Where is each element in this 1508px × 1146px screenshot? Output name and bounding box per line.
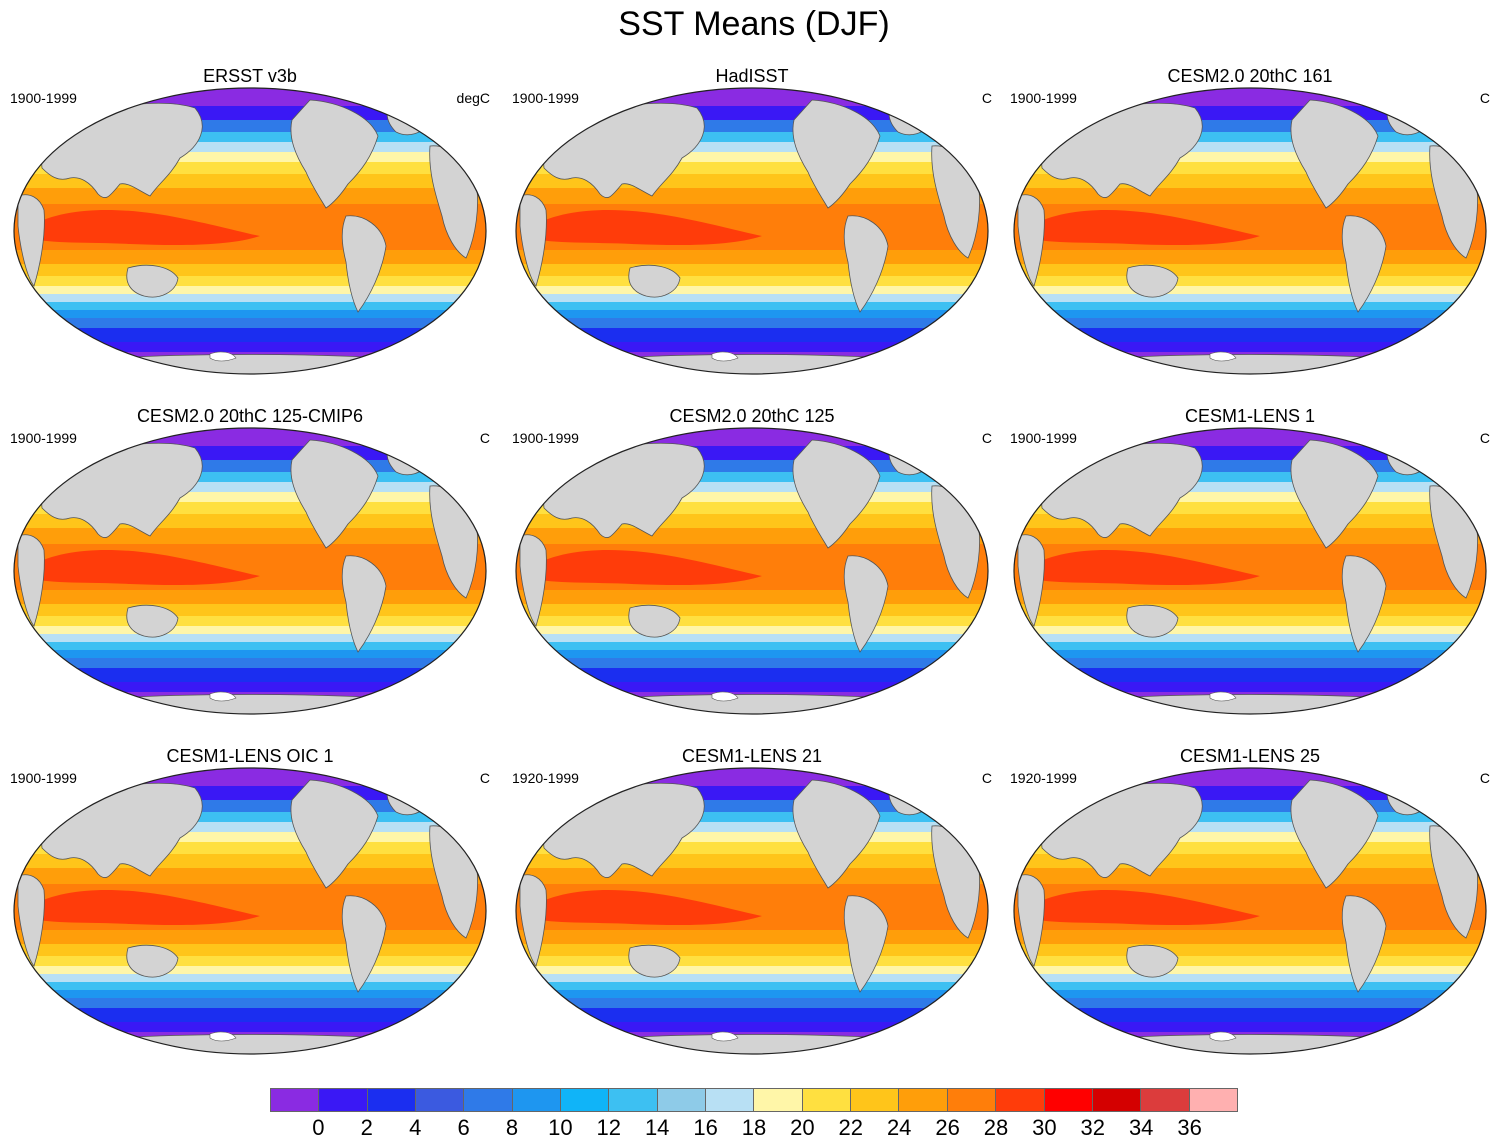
panel-title: CESM1-LENS 1 bbox=[1184, 406, 1316, 426]
colorbar-tick-label: 12 bbox=[596, 1115, 622, 1140]
panel-units: C bbox=[479, 430, 490, 446]
panel-period: 1900-1999 bbox=[10, 430, 77, 446]
panel-title: ERSST v3b bbox=[203, 66, 297, 86]
panel-period: 1900-1999 bbox=[512, 90, 579, 106]
colorbar-swatch bbox=[1044, 1088, 1093, 1112]
panel-units: C bbox=[1479, 770, 1490, 786]
colorbar-tick-label: 6 bbox=[457, 1115, 470, 1140]
colorbar-swatch bbox=[1092, 1088, 1142, 1112]
panel-units: C bbox=[479, 770, 490, 786]
panel-title: CESM1-LENS 21 bbox=[681, 746, 823, 766]
map-panel: CESM1-LENS 25 1920-1999 C bbox=[1010, 746, 1490, 1056]
panel-title: CESM2.0 20thC 125 bbox=[669, 406, 835, 426]
sst-map bbox=[1010, 86, 1490, 376]
colorbar-tick-label: 36 bbox=[1177, 1115, 1202, 1140]
panel-title: CESM1-LENS OIC 1 bbox=[166, 746, 334, 766]
colorbar-swatch bbox=[657, 1088, 707, 1112]
panel-units: degC bbox=[456, 90, 490, 106]
panel-period: 1920-1999 bbox=[1010, 770, 1077, 786]
colorbar-tick-label: 20 bbox=[790, 1115, 815, 1140]
colorbar-tick-label: 26 bbox=[935, 1115, 960, 1140]
colorbar-tick-label: 8 bbox=[505, 1115, 519, 1140]
map-panel: CESM2.0 20thC 125-CMIP6 1900-1999 C bbox=[10, 406, 490, 716]
sst-map bbox=[512, 86, 992, 376]
colorbar-swatch bbox=[464, 1088, 513, 1112]
colorbar-tick-label: 10 bbox=[548, 1115, 573, 1140]
colorbar-swatch bbox=[899, 1088, 948, 1112]
colorbar-tick-label: 18 bbox=[741, 1115, 767, 1140]
colorbar-swatch bbox=[706, 1088, 755, 1112]
map-panel: HadISST 1900-1999 C bbox=[512, 66, 992, 376]
map-panel: CESM1-LENS 1 1900-1999 C bbox=[1010, 406, 1490, 716]
colorbar-tick-label: 14 bbox=[644, 1115, 670, 1140]
colorbar-tick-label: 2 bbox=[360, 1115, 373, 1140]
panel-title: CESM2.0 20thC 125-CMIP6 bbox=[136, 406, 364, 426]
colorbar-tick-label: 32 bbox=[1080, 1115, 1106, 1140]
sst-map bbox=[1010, 766, 1490, 1056]
sst-map bbox=[1010, 426, 1490, 716]
panel-title: CESM2.0 20thC 161 bbox=[1167, 66, 1333, 86]
colorbar-tick-label: 0 bbox=[312, 1115, 325, 1140]
colorbar-swatch bbox=[416, 1088, 465, 1112]
colorbar-swatch bbox=[851, 1088, 900, 1112]
colorbar-swatch bbox=[947, 1088, 997, 1112]
panel-title: HadISST bbox=[715, 66, 789, 86]
panel-units: C bbox=[1479, 430, 1490, 446]
colorbar-tick-label: 34 bbox=[1128, 1115, 1154, 1140]
map-panel: CESM2.0 20thC 161 1900-1999 C bbox=[1010, 66, 1490, 376]
colorbar-swatch bbox=[802, 1088, 852, 1112]
colorbar-swatch bbox=[609, 1088, 658, 1112]
panel-period: 1900-1999 bbox=[10, 90, 77, 106]
sst-map bbox=[512, 766, 992, 1056]
colorbar-swatch bbox=[270, 1088, 320, 1112]
colorbar-labels: 0 2 4 6 8 10 12 14 16 18 20 22 24 26 28 30 32 34 36 bbox=[270, 1114, 1238, 1144]
panel-units: C bbox=[981, 430, 992, 446]
colorbar-swatch bbox=[996, 1088, 1045, 1112]
panel-period: 1900-1999 bbox=[512, 430, 579, 446]
colorbar-tick-label: 16 bbox=[693, 1115, 718, 1140]
sst-map bbox=[10, 766, 490, 1056]
colorbar-swatch bbox=[1141, 1088, 1190, 1112]
colorbar-tick-label: 4 bbox=[409, 1115, 422, 1140]
panel-units: C bbox=[981, 770, 992, 786]
colorbar-tick-label: 24 bbox=[886, 1115, 912, 1140]
colorbar-swatch bbox=[512, 1088, 562, 1112]
panel-period: 1900-1999 bbox=[1010, 90, 1077, 106]
map-panel: CESM2.0 20thC 125 1900-1999 C bbox=[512, 406, 992, 716]
sst-map bbox=[512, 426, 992, 716]
panel-title: CESM1-LENS 25 bbox=[1179, 746, 1321, 766]
map-panel: CESM1-LENS 21 1920-1999 C bbox=[512, 746, 992, 1056]
colorbar-swatch bbox=[754, 1088, 803, 1112]
panel-units: C bbox=[1479, 90, 1490, 106]
colorbar-swatch bbox=[1189, 1088, 1238, 1112]
colorbar-swatch bbox=[319, 1088, 368, 1112]
map-panel: CESM1-LENS OIC 1 1900-1999 C bbox=[10, 746, 490, 1056]
colorbar bbox=[270, 1088, 1238, 1112]
colorbar-tick-label: 30 bbox=[1032, 1115, 1057, 1140]
panel-period: 1900-1999 bbox=[1010, 430, 1077, 446]
colorbar-swatch bbox=[367, 1088, 417, 1112]
colorbar-tick-label: 28 bbox=[983, 1115, 1009, 1140]
panel-period: 1900-1999 bbox=[10, 770, 77, 786]
panel-units: C bbox=[981, 90, 992, 106]
colorbar-tick-label: 22 bbox=[838, 1115, 864, 1140]
sst-map bbox=[10, 426, 490, 716]
panel-period: 1920-1999 bbox=[512, 770, 579, 786]
sst-map bbox=[10, 86, 490, 376]
figure-title: SST Means (DJF) bbox=[618, 5, 890, 43]
colorbar-swatch bbox=[561, 1088, 610, 1112]
map-panel: ERSST v3b 1900-1999 degC bbox=[10, 66, 490, 376]
